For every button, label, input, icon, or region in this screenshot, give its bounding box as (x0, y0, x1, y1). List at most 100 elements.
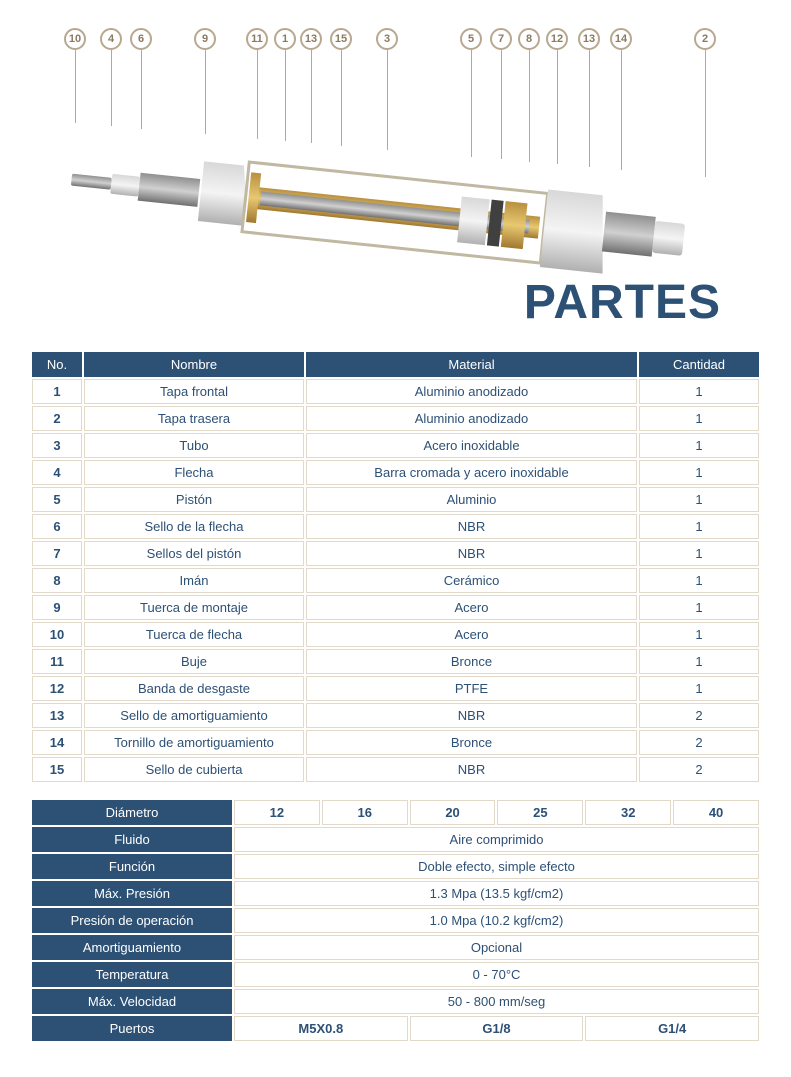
spec-row: AmortiguamientoOpcional (32, 935, 759, 960)
part-name: Tubo (84, 433, 304, 458)
spec-value: Aire comprimido (234, 827, 759, 852)
part-no: 4 (32, 460, 82, 485)
spec-label: Máx. Velocidad (32, 989, 232, 1014)
part-material: Bronce (306, 649, 637, 674)
spec-row-ports: PuertosM5X0.8G1/8G1/4 (32, 1016, 759, 1041)
part-material: PTFE (306, 676, 637, 701)
part-qty: 1 (639, 649, 759, 674)
spec-value: M5X0.8 (234, 1016, 408, 1041)
part-name: Sello de amortiguamiento (84, 703, 304, 728)
part-name: Buje (84, 649, 304, 674)
spec-value: Opcional (234, 935, 759, 960)
spec-label: Temperatura (32, 962, 232, 987)
callout-13: 13 (578, 28, 600, 50)
part-name: Imán (84, 568, 304, 593)
parts-row: 14Tornillo de amortiguamientoBronce2 (32, 730, 759, 755)
spec-row: FunciónDoble efecto, simple efecto (32, 854, 759, 879)
part-qty: 1 (639, 433, 759, 458)
part-no: 6 (32, 514, 82, 539)
part-material: Bronce (306, 730, 637, 755)
part-material: Aluminio (306, 487, 637, 512)
parts-row: 7Sellos del pistónNBR1 (32, 541, 759, 566)
part-qty: 1 (639, 406, 759, 431)
parts-row: 1Tapa frontalAluminio anodizado1 (32, 379, 759, 404)
part-material: NBR (306, 757, 637, 782)
part-qty: 1 (639, 541, 759, 566)
part-material: Aluminio anodizado (306, 406, 637, 431)
spec-value: 0 - 70°C (234, 962, 759, 987)
part-no: 7 (32, 541, 82, 566)
part-no: 10 (32, 622, 82, 647)
part-material: Aluminio anodizado (306, 379, 637, 404)
part-qty: 1 (639, 487, 759, 512)
parts-row: 12Banda de desgastePTFE1 (32, 676, 759, 701)
spec-value: 20 (410, 800, 496, 825)
part-material: Barra cromada y acero inoxidable (306, 460, 637, 485)
callout-2: 2 (694, 28, 716, 50)
spec-label: Presión de operación (32, 908, 232, 933)
parts-row: 6Sello de la flechaNBR1 (32, 514, 759, 539)
callout-11: 11 (246, 28, 268, 50)
spec-label: Diámetro (32, 800, 232, 825)
callout-9: 9 (194, 28, 216, 50)
part-no: 15 (32, 757, 82, 782)
part-qty: 1 (639, 514, 759, 539)
parts-row: 9Tuerca de montajeAcero1 (32, 595, 759, 620)
callout-1: 1 (274, 28, 296, 50)
parts-row: 13Sello de amortiguamientoNBR2 (32, 703, 759, 728)
spec-label: Puertos (32, 1016, 232, 1041)
leader-line (705, 50, 706, 177)
parts-row: 11BujeBronce1 (32, 649, 759, 674)
part-qty: 1 (639, 379, 759, 404)
part-name: Tapa frontal (84, 379, 304, 404)
part-material: Acero (306, 622, 637, 647)
part-qty: 2 (639, 730, 759, 755)
part-qty: 1 (639, 568, 759, 593)
parts-row: 5PistónAluminio1 (32, 487, 759, 512)
part-no: 8 (32, 568, 82, 593)
part-material: Acero (306, 595, 637, 620)
parts-row: 8ImánCerámico1 (32, 568, 759, 593)
part-no: 11 (32, 649, 82, 674)
parts-row: 10Tuerca de flechaAcero1 (32, 622, 759, 647)
callout-5: 5 (460, 28, 482, 50)
parts-header-row: No. Nombre Material Cantidad (32, 352, 759, 377)
spec-value: G1/8 (410, 1016, 584, 1041)
part-name: Sello de la flecha (84, 514, 304, 539)
part-no: 14 (32, 730, 82, 755)
callout-3: 3 (376, 28, 398, 50)
spec-value: 50 - 800 mm/seg (234, 989, 759, 1014)
part-qty: 2 (639, 703, 759, 728)
part-name: Flecha (84, 460, 304, 485)
part-qty: 1 (639, 460, 759, 485)
parts-row: 3TuboAcero inoxidable1 (32, 433, 759, 458)
parts-table: No. Nombre Material Cantidad 1 Tapa front… (30, 350, 761, 784)
spec-row: FluidoAire comprimido (32, 827, 759, 852)
part-material: NBR (306, 541, 637, 566)
part-name: Banda de desgaste (84, 676, 304, 701)
spec-row: Máx. Presión1.3 Mpa (13.5 kgf/cm2) (32, 881, 759, 906)
part-name: Tornillo de amortiguamiento (84, 730, 304, 755)
spec-row: Temperatura0 - 70°C (32, 962, 759, 987)
part-no: 2 (32, 406, 82, 431)
part-no: 3 (32, 433, 82, 458)
part-no: 12 (32, 676, 82, 701)
part-no: 13 (32, 703, 82, 728)
part-name: Pistón (84, 487, 304, 512)
callout-4: 4 (100, 28, 122, 50)
spec-row-diameter: Diámetro121620253240 (32, 800, 759, 825)
part-qty: 1 (639, 676, 759, 701)
callout-10: 10 (64, 28, 86, 50)
parts-row: 2Tapa traseraAluminio anodizado1 (32, 406, 759, 431)
part-qty: 2 (639, 757, 759, 782)
parts-row: 15Sello de cubiertaNBR2 (32, 757, 759, 782)
col-no: No. (32, 352, 82, 377)
spec-row: Máx. Velocidad50 - 800 mm/seg (32, 989, 759, 1014)
specs-table: Diámetro121620253240FluidoAire comprimid… (30, 798, 761, 1043)
spec-value: 1.3 Mpa (13.5 kgf/cm2) (234, 881, 759, 906)
page-title: PARTES (524, 275, 721, 330)
spec-row: Presión de operación1.0 Mpa (10.2 kgf/cm… (32, 908, 759, 933)
part-qty: 1 (639, 622, 759, 647)
callout-7: 7 (490, 28, 512, 50)
col-qty: Cantidad (639, 352, 759, 377)
